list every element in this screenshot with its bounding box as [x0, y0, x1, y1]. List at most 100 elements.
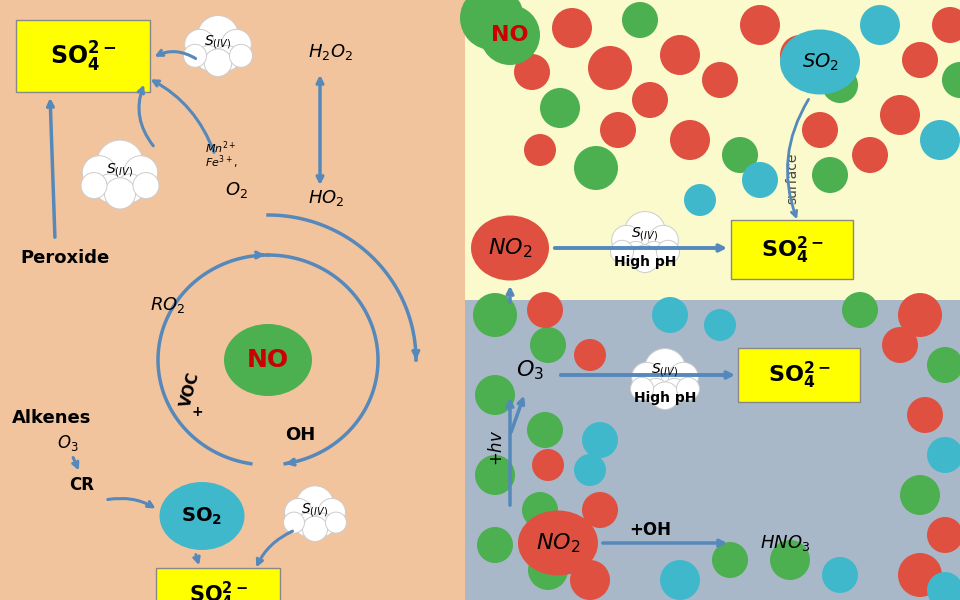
Circle shape [927, 347, 960, 383]
Bar [0, 0, 465, 600]
Text: $NO_2$: $NO_2$ [488, 236, 532, 260]
Circle shape [527, 292, 563, 328]
Text: NO: NO [247, 348, 289, 372]
Circle shape [643, 379, 668, 404]
Circle shape [632, 245, 659, 272]
Text: $O_3$: $O_3$ [516, 358, 544, 382]
Ellipse shape [159, 482, 245, 550]
Circle shape [204, 49, 231, 76]
Circle shape [822, 557, 858, 593]
Circle shape [480, 5, 540, 65]
Circle shape [702, 62, 738, 98]
Text: $Fe^{3+},$: $Fe^{3+},$ [205, 153, 238, 171]
Circle shape [927, 437, 960, 473]
Text: $+hv$: $+hv$ [488, 430, 506, 466]
Circle shape [105, 178, 135, 209]
Circle shape [631, 377, 654, 400]
Circle shape [712, 542, 748, 578]
Circle shape [582, 422, 618, 458]
Text: $HO_2$: $HO_2$ [308, 188, 345, 208]
Circle shape [900, 475, 940, 515]
Ellipse shape [224, 324, 312, 396]
Circle shape [661, 379, 686, 404]
Text: $S_{(IV)}$: $S_{(IV)}$ [204, 33, 231, 51]
Circle shape [802, 112, 838, 148]
Circle shape [932, 7, 960, 43]
Circle shape [623, 241, 648, 267]
FancyBboxPatch shape [156, 568, 280, 600]
Circle shape [612, 226, 641, 255]
Ellipse shape [471, 215, 549, 280]
Circle shape [641, 241, 667, 267]
Circle shape [312, 513, 335, 536]
Text: CR: CR [69, 476, 94, 494]
Text: $\mathbf{SO_4^{2-}}$: $\mathbf{SO_4^{2-}}$ [50, 40, 116, 74]
Circle shape [902, 42, 938, 78]
Text: +: + [191, 405, 203, 419]
Circle shape [83, 156, 116, 190]
Circle shape [229, 44, 252, 67]
Circle shape [124, 156, 157, 190]
Circle shape [927, 517, 960, 553]
Circle shape [214, 46, 240, 71]
Text: $SO_2$: $SO_2$ [802, 52, 838, 73]
Circle shape [624, 212, 665, 253]
Text: $\mathbf{SO_2}$: $\mathbf{SO_2}$ [181, 505, 223, 527]
Circle shape [704, 309, 736, 341]
Circle shape [780, 35, 820, 75]
Text: Peroxide: Peroxide [20, 249, 109, 267]
Circle shape [880, 95, 920, 135]
Circle shape [524, 134, 556, 166]
Text: $Mn^{2+}$: $Mn^{2+}$ [205, 140, 236, 156]
Circle shape [81, 173, 107, 199]
Ellipse shape [518, 511, 598, 575]
Circle shape [302, 516, 327, 541]
Circle shape [475, 455, 515, 495]
Circle shape [283, 512, 304, 533]
Circle shape [574, 454, 606, 486]
Text: $S_{(IV)}$: $S_{(IV)}$ [107, 161, 133, 179]
Circle shape [552, 8, 592, 48]
Circle shape [574, 339, 606, 371]
Text: +OH: +OH [629, 521, 671, 539]
Circle shape [677, 377, 700, 400]
Circle shape [670, 120, 710, 160]
Circle shape [898, 293, 942, 337]
Circle shape [920, 120, 960, 160]
Circle shape [460, 0, 524, 50]
Text: OH: OH [285, 426, 315, 444]
Text: High pH: High pH [634, 391, 696, 405]
Text: $RO_2$: $RO_2$ [151, 295, 185, 315]
Bar [465, 300, 960, 600]
Circle shape [652, 297, 688, 333]
Circle shape [133, 173, 159, 199]
Circle shape [222, 29, 252, 59]
Circle shape [882, 327, 918, 363]
Circle shape [522, 492, 558, 528]
Circle shape [95, 174, 124, 202]
Text: Alkenes: Alkenes [12, 409, 92, 427]
Circle shape [742, 162, 778, 198]
Circle shape [684, 184, 716, 216]
Circle shape [770, 540, 810, 580]
Text: $S_{(IV)}$: $S_{(IV)}$ [632, 225, 659, 243]
Circle shape [532, 449, 564, 481]
Circle shape [473, 293, 517, 337]
Text: VOC: VOC [179, 371, 202, 409]
Circle shape [722, 137, 758, 173]
Circle shape [183, 44, 206, 67]
Circle shape [660, 560, 700, 600]
Circle shape [632, 82, 668, 118]
Text: $H_2O_2$: $H_2O_2$ [308, 42, 353, 62]
Circle shape [284, 499, 312, 526]
Circle shape [657, 240, 680, 263]
Text: High pH: High pH [613, 255, 676, 269]
Bar [465, 0, 960, 300]
Text: $\mathbf{SO_4^{2-}}$: $\mathbf{SO_4^{2-}}$ [768, 359, 830, 391]
Circle shape [740, 5, 780, 45]
Text: $S_{(IV)}$: $S_{(IV)}$ [301, 501, 328, 519]
Circle shape [648, 226, 679, 255]
Circle shape [295, 513, 318, 536]
Circle shape [651, 382, 679, 409]
Circle shape [540, 88, 580, 128]
